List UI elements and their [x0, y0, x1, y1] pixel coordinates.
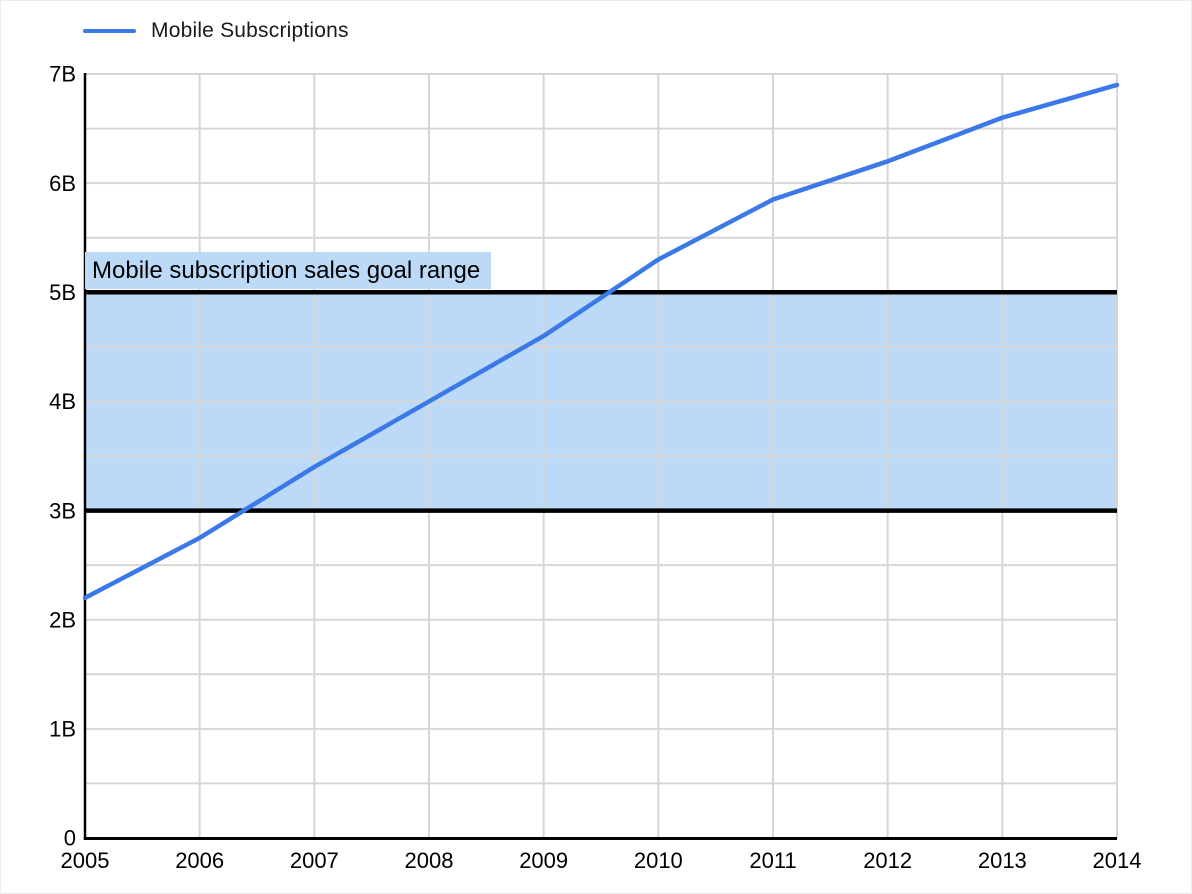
- goal-range-label: Mobile subscription sales goal range: [85, 252, 492, 289]
- legend-label: Mobile Subscriptions: [151, 19, 349, 42]
- x-tick-label: 2005: [61, 848, 110, 873]
- x-tick-label: 2006: [175, 848, 224, 873]
- legend-line-swatch: [83, 29, 136, 33]
- y-tick-label: 1B: [49, 717, 76, 742]
- x-tick-label: 2014: [1093, 848, 1142, 873]
- x-tick-label: 2011: [749, 848, 796, 873]
- legend: Mobile Subscriptions: [83, 19, 349, 43]
- x-tick-label: 2013: [978, 848, 1027, 873]
- y-tick-label: 5B: [49, 280, 76, 305]
- x-tick-label: 2007: [290, 848, 339, 873]
- y-tick-label: 6B: [49, 171, 76, 196]
- y-tick-label: 4B: [49, 389, 76, 414]
- y-tick-label: 3B: [49, 498, 76, 523]
- y-tick-label: 7B: [49, 62, 76, 87]
- y-tick-label: 2B: [49, 607, 76, 632]
- x-tick-label: 2009: [519, 848, 568, 873]
- x-tick-label: 2012: [863, 848, 912, 873]
- x-tick-label: 2010: [634, 848, 683, 873]
- x-tick-label: 2008: [405, 848, 454, 873]
- y-tick-label: 0: [64, 826, 76, 851]
- series-line: [82, 82, 1120, 601]
